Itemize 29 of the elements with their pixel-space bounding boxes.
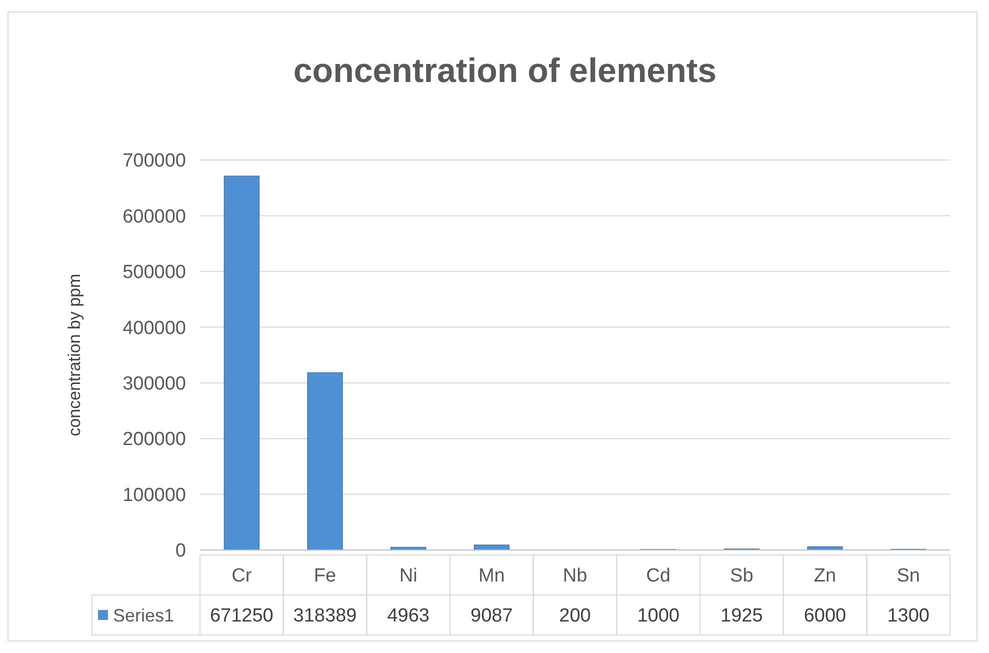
y-tick-label: 500000 (122, 262, 186, 284)
x-tick-label: Sn (896, 566, 920, 587)
y-tick-label: 0 (175, 540, 186, 562)
y-tick-label: 600000 (122, 206, 186, 228)
y-axis-title: concentration by ppm (65, 274, 84, 436)
data-label: 1300 (887, 606, 930, 627)
x-tick-label: Fe (314, 566, 336, 587)
x-tick-label: Cr (232, 566, 252, 587)
x-tick-label: Mn (478, 566, 505, 587)
x-tick-label: Nb (562, 566, 588, 587)
data-label: 318389 (293, 606, 357, 627)
chart-title: concentration of elements (293, 52, 717, 90)
y-tick-label: 700000 (122, 150, 186, 172)
legend-label: Series1 (113, 605, 174, 626)
data-label: 200 (559, 606, 591, 627)
data-label: 9087 (470, 606, 513, 627)
y-tick-label: 100000 (122, 484, 186, 506)
y-tick-label: 300000 (122, 374, 186, 395)
data-label: 4963 (387, 606, 430, 627)
data-label: 6000 (804, 606, 846, 627)
data-label: 1000 (637, 606, 680, 627)
data-label: 1925 (720, 606, 763, 627)
x-tick-label: Cd (646, 566, 670, 587)
x-tick-label: Zn (814, 566, 836, 587)
data-label: 671250 (210, 606, 274, 627)
y-tick-label: 200000 (122, 429, 186, 450)
y-tick-label: 400000 (122, 318, 186, 339)
x-tick-label: Sb (730, 566, 754, 587)
x-tick-label: Ni (399, 566, 418, 587)
